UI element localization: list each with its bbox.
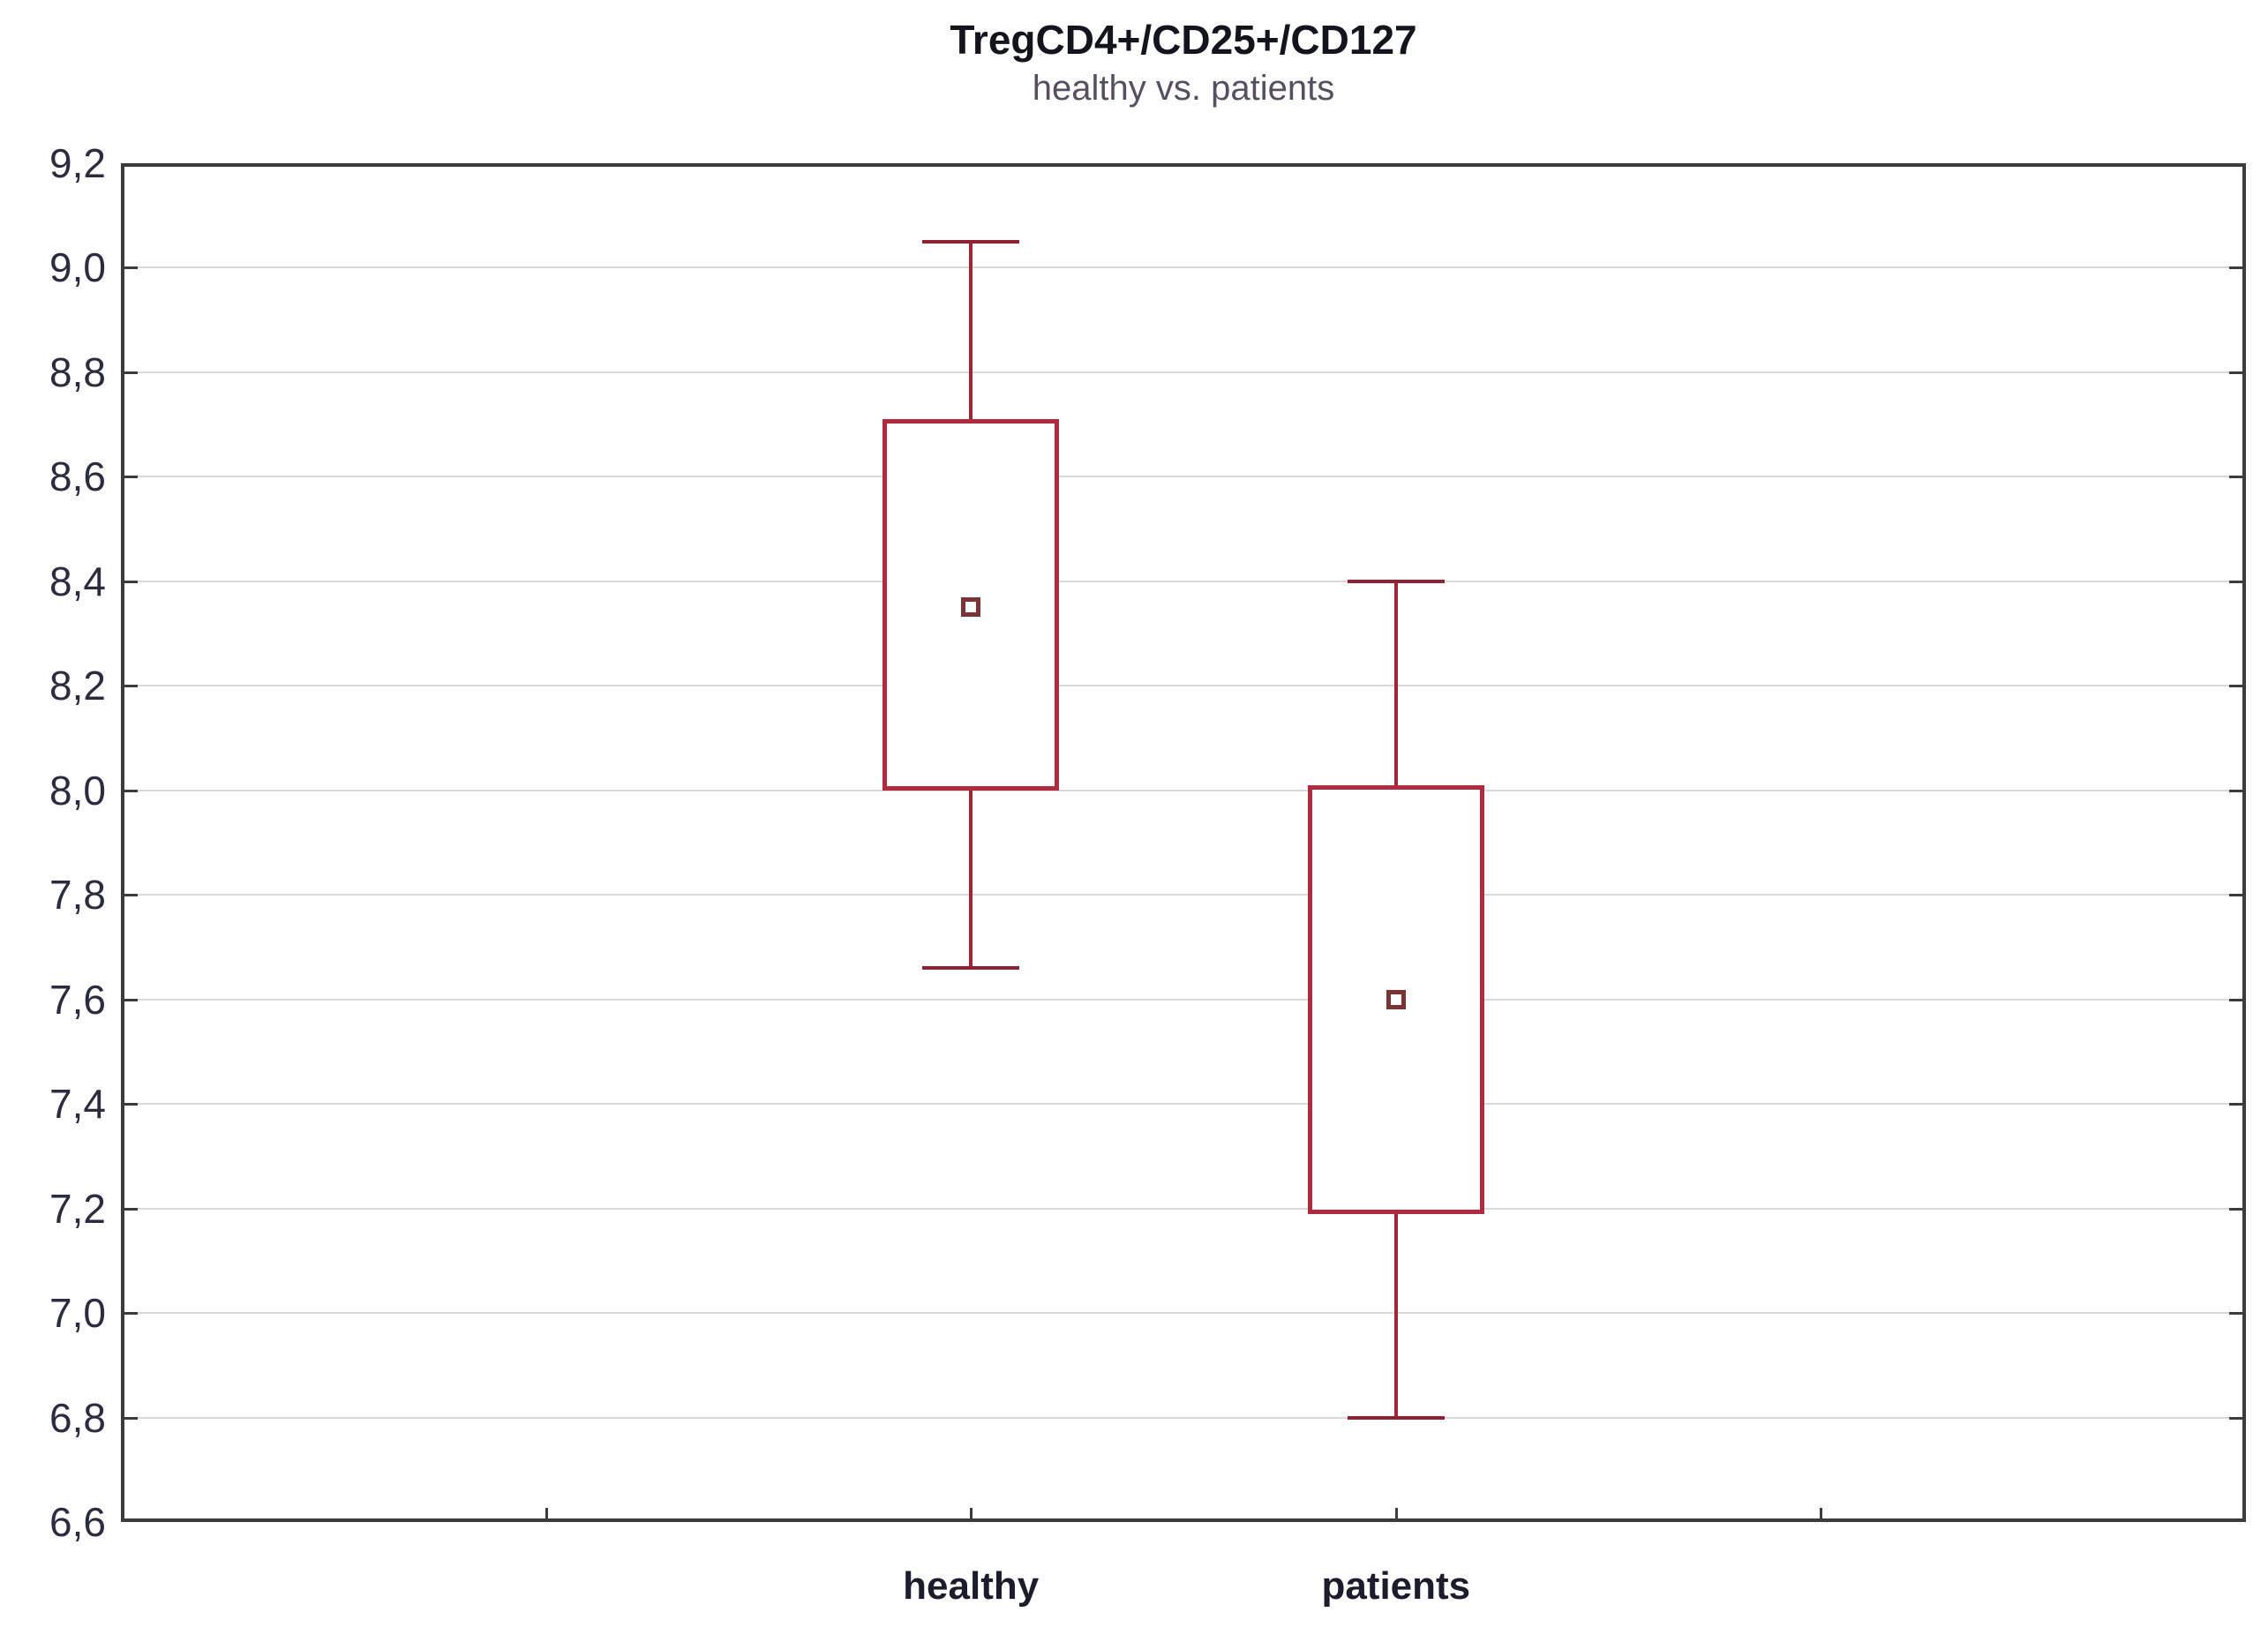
y-axis-tick-left (123, 266, 138, 270)
y-axis-tick-label: 9,2 (49, 140, 106, 186)
y-gridline (121, 1416, 2246, 1419)
y-gridline (121, 998, 2246, 1001)
y-axis-tick-label: 7,4 (49, 1081, 106, 1128)
y-axis-tick-right (2229, 580, 2244, 583)
title-block: TregCD4+/CD25+/CD127 healthy vs. patient… (121, 16, 2246, 109)
y-axis-tick-left (123, 476, 138, 479)
y-gridline (121, 266, 2246, 269)
x-axis-tick (1820, 1508, 1823, 1520)
y-axis-tick-label: 7,6 (49, 976, 106, 1023)
y-axis-tick-right (2229, 476, 2244, 479)
y-axis-tick-label: 7,0 (49, 1290, 106, 1337)
chart-subtitle: healthy vs. patients (1032, 69, 1335, 108)
y-axis-tick-right (2229, 1207, 2244, 1211)
y-axis-tick-right (2229, 371, 2244, 374)
whisker-lower (969, 790, 973, 969)
whisker-cap-upper (922, 239, 1020, 244)
y-axis-tick-right (2229, 998, 2244, 1001)
y-axis-tick-left (123, 1416, 138, 1420)
x-axis-tick (970, 1508, 973, 1520)
y-axis-tick-left (123, 685, 138, 688)
mean-marker-healthy (961, 597, 981, 618)
y-axis-tick-label: 8,0 (49, 767, 106, 814)
y-axis-tick-label: 6,6 (49, 1499, 106, 1545)
y-axis-tick-left (123, 1207, 138, 1211)
y-axis-tick-right (2229, 1312, 2244, 1316)
y-gridline (121, 1207, 2246, 1210)
y-axis-tick-label: 6,8 (49, 1394, 106, 1441)
x-category-label-patients: patients (1321, 1564, 1471, 1608)
y-axis-tick-left (123, 998, 138, 1001)
y-axis-tick-right (2229, 266, 2244, 270)
y-axis-tick-left (123, 580, 138, 583)
x-category-label-healthy: healthy (903, 1564, 1040, 1608)
y-axis-tick-left (123, 371, 138, 374)
whisker-upper (969, 241, 973, 420)
x-axis-tick (544, 1508, 548, 1520)
y-gridline (121, 1103, 2246, 1106)
chart-title: TregCD4+/CD25+/CD127 (950, 17, 1417, 63)
y-axis-tick-right (2229, 1103, 2244, 1106)
plot-area (121, 163, 2246, 1522)
y-gridline (121, 894, 2246, 896)
whisker-cap-upper (1347, 579, 1445, 583)
y-axis-tick-label: 8,6 (49, 454, 106, 500)
mean-marker-patients (1386, 989, 1406, 1009)
y-axis-tick-label: 7,8 (49, 872, 106, 918)
y-gridline (121, 371, 2246, 373)
y-gridline (121, 685, 2246, 687)
whisker-lower (1393, 1213, 1398, 1418)
whisker-cap-lower (1347, 1415, 1445, 1420)
whisker-upper (1393, 581, 1398, 785)
y-axis-tick-label: 8,8 (49, 349, 106, 395)
y-axis-tick-label: 9,0 (49, 244, 106, 291)
y-axis-tick-right (2229, 894, 2244, 897)
y-axis-tick-left (123, 894, 138, 897)
y-gridline (121, 789, 2246, 791)
y-axis-tick-label: 8,2 (49, 663, 106, 709)
y-gridline (121, 580, 2246, 582)
y-gridline (121, 1312, 2246, 1315)
y-gridline (121, 476, 2246, 478)
y-axis-tick-right (2229, 685, 2244, 688)
y-axis-tick-left (123, 789, 138, 792)
y-axis-tick-label: 7,2 (49, 1185, 106, 1232)
x-axis-tick (1394, 1508, 1398, 1520)
y-axis-tick-right (2229, 1416, 2244, 1420)
y-axis-tick-label: 8,4 (49, 558, 106, 604)
whisker-cap-lower (922, 966, 1020, 971)
y-axis-tick-left (123, 1312, 138, 1316)
y-axis-tick-left (123, 1103, 138, 1106)
y-axis-tick-right (2229, 789, 2244, 792)
